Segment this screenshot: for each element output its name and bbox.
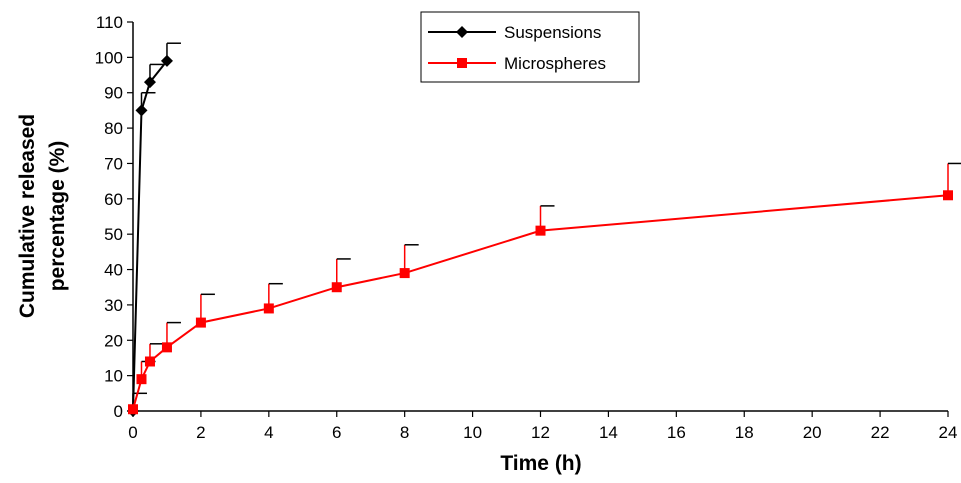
data-point-microspheres [535,225,546,236]
data-point-microspheres [128,404,138,415]
y-tick-label: 70 [104,154,123,173]
data-point-suspensions [143,76,156,89]
legend-label-microspheres: Microspheres [504,54,606,73]
x-tick-label: 16 [667,423,686,442]
y-tick-label: 90 [104,84,123,103]
y-tick-label: 80 [104,119,123,138]
series-microspheres [128,162,961,415]
data-point-microspheres [331,282,342,293]
x-tick-label: 18 [735,423,754,442]
legend-item-suspensions: Suspensions [428,23,601,42]
data-point-microspheres [144,356,155,367]
data-point-microspheres [263,303,274,314]
data-point-microspheres [943,190,953,201]
series-layer [127,42,961,417]
data-point-suspensions [160,54,173,67]
data-point-microspheres [136,374,147,385]
y-axis-title-line-1: Cumulative released [16,114,39,318]
data-point-microspheres [399,268,410,279]
y-axis-title: Cumulative released percentage (%) [16,114,69,318]
x-tick-label: 2 [196,423,205,442]
y-tick-label: 40 [104,261,123,280]
data-point-microspheres [195,317,206,328]
legend-item-microspheres: Microspheres [428,54,606,73]
y-tick-label: 50 [104,225,123,244]
x-tick-label: 12 [531,423,550,442]
y-axis-title-line-2: percentage (%) [46,141,69,292]
x-tick-label: 14 [599,423,618,442]
y-ticks: 0 10 20 30 40 50 60 70 80 90 100 110 [95,13,133,421]
series-line-suspensions [132,60,168,412]
data-point-suspensions [135,104,148,117]
legend: Suspensions Microspheres [420,11,640,83]
y-tick-label: 30 [104,296,123,315]
x-tick-label: 6 [332,423,341,442]
y-tick-label: 10 [104,367,123,386]
x-tick-label: 24 [939,423,958,442]
x-tick-label: 20 [803,423,822,442]
y-tick-label: 100 [95,48,123,67]
x-tick-label: 0 [128,423,137,442]
series-line-microspheres [132,194,949,410]
legend-label-suspensions: Suspensions [504,23,601,42]
data-point-microspheres [161,342,172,353]
x-axis-title: Time (h) [500,452,581,475]
y-tick-label: 110 [96,13,123,32]
legend-box [420,11,640,83]
legend-marker-microspheres-icon [457,58,467,68]
y-tick-label: 0 [114,402,123,421]
x-ticks: 0 2 4 6 8 10 12 14 16 18 20 22 24 [128,411,957,442]
x-tick-label: 8 [400,423,409,442]
x-tick-label: 10 [463,423,482,442]
legend-marker-suspensions-icon [456,26,468,38]
x-tick-label: 22 [871,423,890,442]
y-tick-label: 20 [104,331,123,350]
y-tick-label: 60 [104,190,123,209]
x-tick-label: 4 [264,423,273,442]
